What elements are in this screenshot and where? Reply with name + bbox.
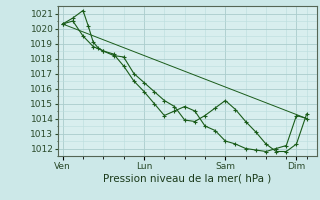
X-axis label: Pression niveau de la mer( hPa ): Pression niveau de la mer( hPa ) — [103, 173, 271, 183]
